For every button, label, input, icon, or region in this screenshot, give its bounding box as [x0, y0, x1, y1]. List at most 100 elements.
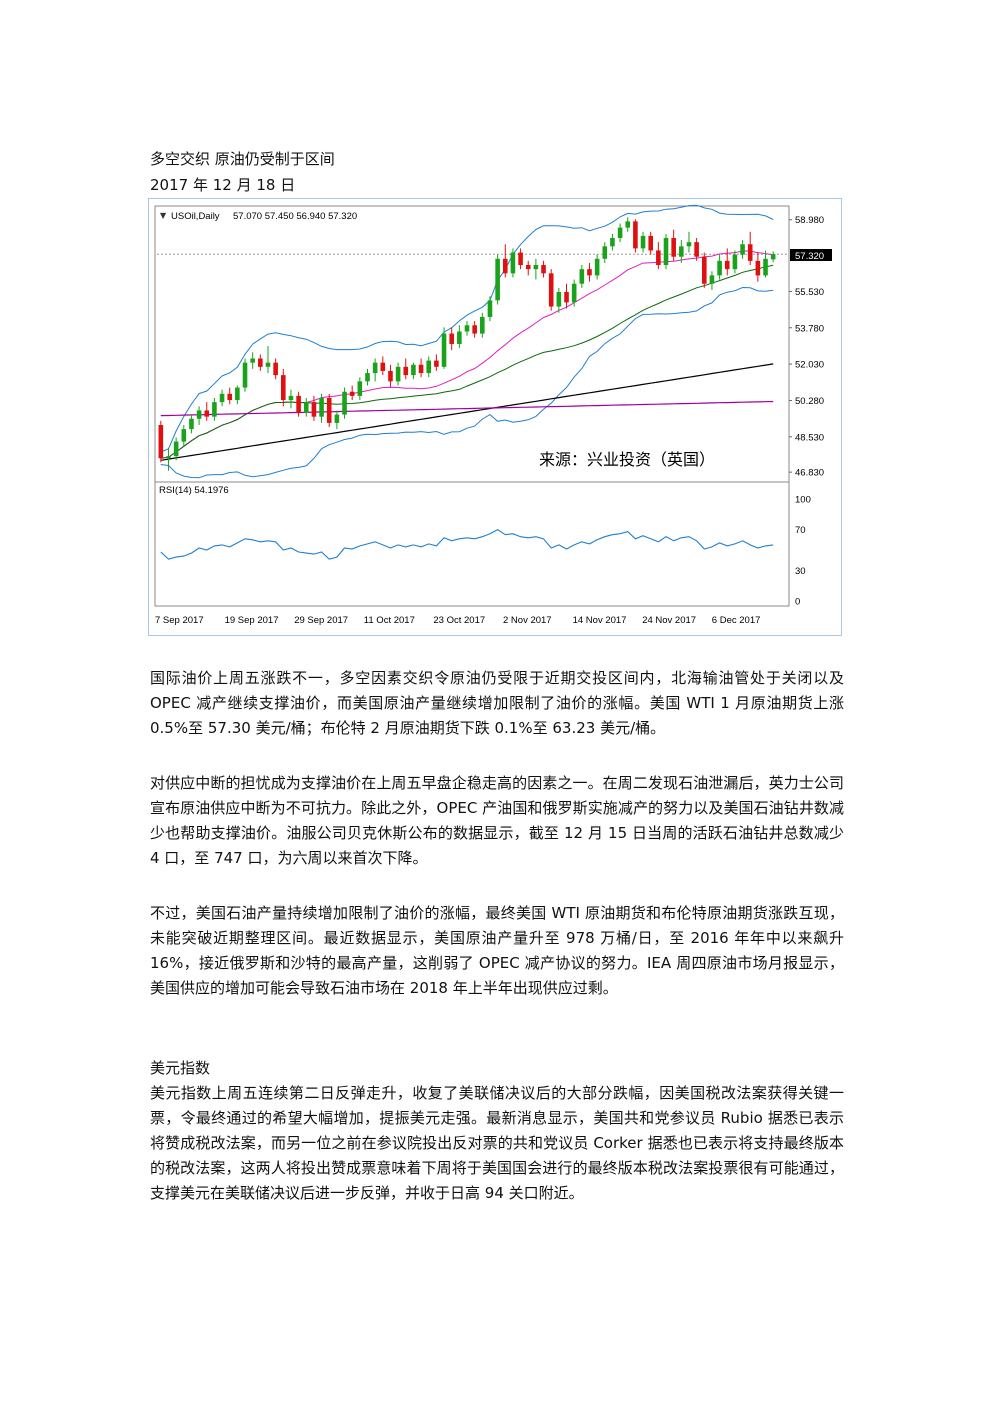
- candle-body: [227, 393, 233, 401]
- candle-body: [679, 246, 684, 257]
- candle-body: [196, 410, 202, 419]
- candle-body: [166, 456, 171, 459]
- candle-body: [525, 265, 531, 270]
- date-axis-label: 2 Nov 2017: [503, 615, 552, 626]
- candle-body: [242, 362, 248, 388]
- candle-body: [181, 429, 187, 442]
- candle-body: [189, 418, 194, 430]
- candle-body: [663, 238, 669, 266]
- candle-body: [365, 373, 370, 382]
- paragraph-oil-3: 不过，美国石油产量持续增加限制了油价的涨幅，最终美国 WTI 原油期货和布伦特原…: [150, 904, 844, 997]
- candle-body: [579, 269, 585, 284]
- candle-body: [633, 221, 638, 249]
- candle-body: [334, 414, 340, 423]
- candle-body: [587, 269, 592, 276]
- date-axis-label: 7 Sep 2017: [155, 615, 204, 626]
- candle-body: [326, 397, 332, 423]
- candle-body: [732, 254, 738, 270]
- candle-body: [717, 260, 722, 276]
- section-heading-usd: 美元指数: [150, 1059, 211, 1077]
- rsi-line: [160, 528, 774, 560]
- article-title: 多空交织 原油仍受制于区间: [150, 150, 335, 168]
- rsi-axis-label: 70: [795, 525, 806, 536]
- candle-body: [395, 366, 401, 382]
- rsi-axis-label: 30: [795, 566, 806, 577]
- candle-body: [158, 424, 164, 459]
- candle-body: [219, 393, 225, 403]
- candle-body: [235, 387, 240, 401]
- candle-body: [441, 333, 447, 367]
- candle-body: [724, 260, 730, 270]
- candle-body: [342, 391, 347, 415]
- date-axis-label: 6 Dec 2017: [712, 615, 761, 626]
- price-axis-label: 46.830: [795, 468, 824, 479]
- price-axis-label: 50.280: [795, 396, 824, 407]
- candle-body: [755, 260, 761, 276]
- candle-body: [763, 258, 768, 276]
- candle-body: [311, 402, 317, 417]
- candle-body: [349, 391, 355, 396]
- candle-body: [747, 244, 753, 261]
- candle-body: [173, 441, 179, 457]
- current-price-tag: [790, 249, 832, 261]
- date-axis-label: 23 Oct 2017: [433, 615, 485, 626]
- candle-body: [556, 292, 562, 307]
- candle-body: [288, 395, 294, 401]
- candle-body: [212, 402, 217, 417]
- candle-body: [617, 227, 623, 239]
- bollinger-lower-line: [160, 286, 774, 479]
- rsi-panel: [154, 481, 790, 607]
- candle-body: [709, 275, 715, 284]
- candle-body: [502, 258, 508, 274]
- paragraph-oil-1: 国际油价上周五涨跌不一，多空因素交织令原油仍受限于近期交投区间内，北海输油管处于…: [150, 669, 844, 737]
- candle-body: [426, 360, 432, 374]
- oil-price-chart: 58.980 55.530 53.780 52.030 50.280 48.530 46.8…: [148, 198, 842, 636]
- candle-body: [518, 252, 523, 266]
- candle-body: [418, 364, 424, 374]
- price-axis-label: 52.030: [795, 360, 824, 371]
- date-axis-label: 14 Nov 2017: [573, 615, 627, 626]
- chart-symbol-label: USOil,Daily: [171, 211, 220, 222]
- candle-body: [464, 325, 470, 332]
- ma-black-line: [160, 363, 774, 461]
- current-price-tag-label: 57.320: [795, 251, 824, 262]
- candle-body: [411, 364, 416, 376]
- date-axis-label: 24 Nov 2017: [642, 615, 696, 626]
- candle-body: [380, 362, 386, 371]
- price-axis-label: 48.530: [795, 432, 824, 443]
- candle-body: [510, 252, 516, 274]
- candle-body: [487, 300, 493, 317]
- article-date: 2017 年 12 月 18 日: [150, 176, 296, 194]
- chart-dropdown-icon[interactable]: ▼: [160, 211, 167, 220]
- candle-body: [296, 395, 301, 413]
- candle-body: [258, 358, 263, 367]
- candle-body: [204, 410, 210, 417]
- candle-body: [533, 265, 539, 270]
- date-axis-label: 29 Sep 2017: [294, 615, 348, 626]
- bollinger-upper-line: [160, 204, 774, 453]
- rsi-axis-label: 100: [795, 495, 811, 506]
- candle-body: [449, 333, 454, 344]
- candle-body: [541, 265, 546, 274]
- candle-body: [686, 242, 692, 247]
- candle-body: [571, 283, 577, 303]
- candle-body: [602, 246, 608, 259]
- candle-body: [372, 362, 378, 374]
- price-axis-label: 53.780: [795, 323, 824, 334]
- candle-body: [656, 250, 661, 266]
- candle-body: [434, 360, 439, 367]
- chart-canvas: 58.980 55.530 53.780 52.030 50.280 48.530 46.8…: [149, 199, 841, 635]
- candle-body: [694, 242, 699, 257]
- candle-body: [388, 370, 393, 382]
- candle-body: [319, 397, 324, 417]
- candle-body: [403, 366, 409, 376]
- candle-body: [770, 254, 776, 260]
- rsi-label: RSI(14) 54.1976: [159, 485, 229, 496]
- candle-body: [701, 256, 707, 284]
- candle-body: [281, 375, 286, 401]
- candle-body: [640, 235, 646, 249]
- candle-body: [548, 273, 554, 307]
- candle-body: [495, 258, 500, 301]
- candle-body: [671, 238, 676, 257]
- candle-body: [610, 238, 615, 247]
